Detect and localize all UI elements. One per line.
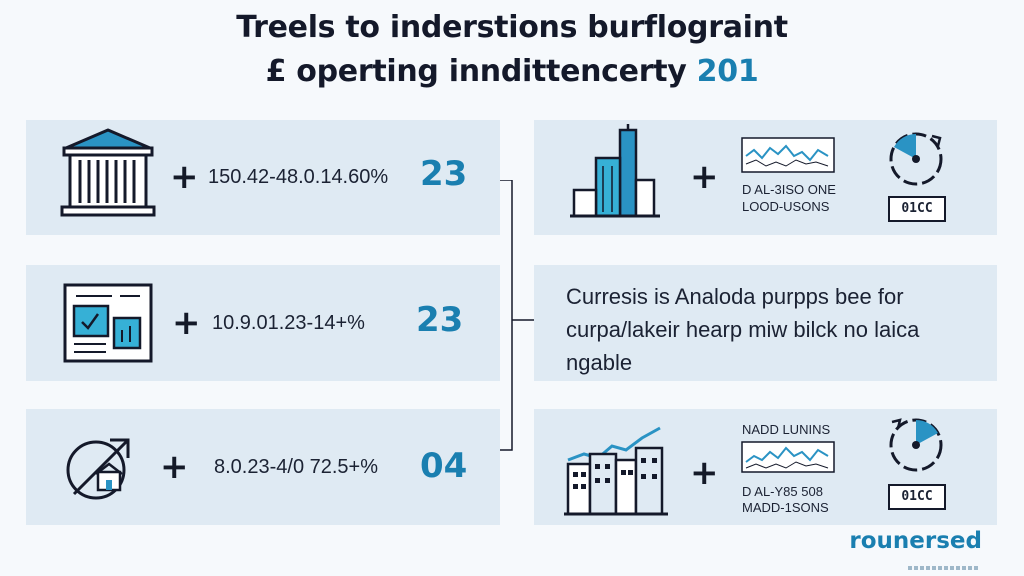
caption-line-2: MADD-1SONS xyxy=(742,500,829,515)
arrow-house-icon xyxy=(66,438,130,500)
mini-line-chart-icon xyxy=(741,137,835,173)
code-badge: 01CC xyxy=(888,484,946,510)
page-title: Treels to inderstions burflograint £ ope… xyxy=(0,6,1024,94)
title-line-2-text: £ operting inndittencerty xyxy=(265,54,687,89)
formula-text: 10.9.01.23-14+% xyxy=(212,312,365,334)
right-panel-middle xyxy=(534,265,997,381)
mini-line-chart-icon xyxy=(741,441,835,473)
plus-sign: + xyxy=(160,447,189,487)
brand-tagline-mark xyxy=(908,566,978,570)
bank-building-icon xyxy=(60,128,156,217)
result-value: 23 xyxy=(420,154,468,194)
cycle-dial-icon xyxy=(889,418,943,472)
title-line-2-accent: 201 xyxy=(696,54,759,89)
bracket-connector xyxy=(500,180,536,451)
city-growth-chart-icon xyxy=(564,426,668,516)
result-value: 04 xyxy=(420,446,468,486)
caption-line-1: D AL-3ISO ONE xyxy=(742,182,836,197)
caption-line-2: LOOD-USONS xyxy=(742,199,830,214)
caption-line-1: D AL-Y85 508 xyxy=(742,484,823,499)
document-chart-icon xyxy=(63,283,153,363)
description-text: Curresis is Analoda purpps bee for curpa… xyxy=(566,284,920,375)
plus-sign: + xyxy=(690,453,719,493)
result-value: 23 xyxy=(416,300,464,340)
title-line-2: £ operting inndittencerty 201 xyxy=(0,50,1024,94)
skyscraper-icon xyxy=(570,124,660,218)
plus-sign: + xyxy=(690,157,719,197)
code-badge: 01CC xyxy=(888,196,946,222)
plus-sign: + xyxy=(170,157,199,197)
title-line-1: Treels to inderstions burflograint xyxy=(236,10,788,45)
brand-logo: rounersed xyxy=(849,528,982,554)
cycle-dial-icon xyxy=(889,132,943,186)
caption-top: NADD LUNINS xyxy=(742,422,831,437)
formula-text: 8.0.23-4/0 72.5+% xyxy=(214,456,379,478)
plus-sign: + xyxy=(172,303,201,343)
formula-text: 150.42-48.0.14.60% xyxy=(208,166,389,188)
